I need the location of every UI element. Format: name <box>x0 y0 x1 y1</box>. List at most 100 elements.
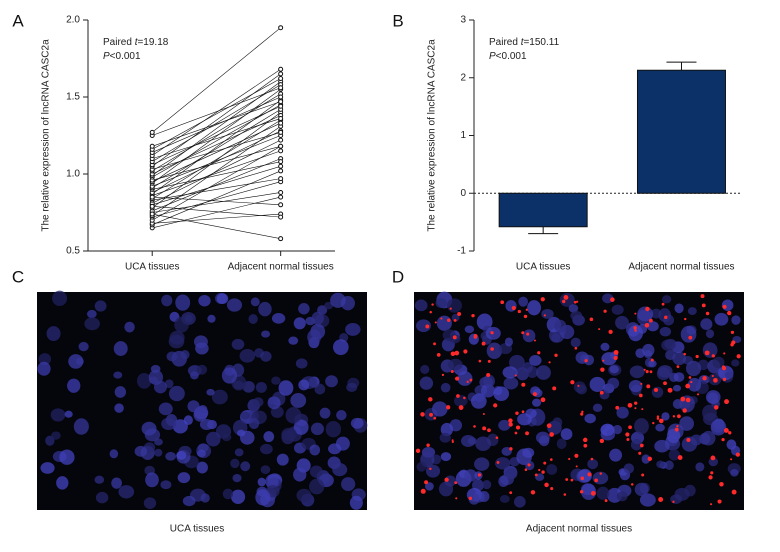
nucleus <box>482 479 492 490</box>
signal-dot <box>482 426 487 431</box>
nucleus <box>673 372 685 382</box>
nucleus <box>710 419 727 436</box>
nucleus <box>111 477 122 489</box>
nucleus <box>288 336 299 345</box>
signal-dot <box>495 436 499 440</box>
point <box>278 116 284 122</box>
signal-dot <box>526 332 530 336</box>
signal-dot <box>420 412 425 417</box>
pair-line <box>152 130 281 193</box>
signal-dot <box>643 368 646 371</box>
pair-line <box>152 87 281 136</box>
pair-line <box>152 158 281 212</box>
nucleus <box>40 462 55 474</box>
nucleus <box>166 351 178 362</box>
signal-dot <box>537 351 541 355</box>
nucleus <box>670 494 683 505</box>
signal-dot <box>540 297 545 302</box>
y-tick-label: 0 <box>460 188 466 199</box>
nucleus <box>600 342 610 352</box>
signal-dot <box>429 467 432 471</box>
nucleus <box>221 433 232 442</box>
pair-line <box>152 150 281 196</box>
signal-dot <box>530 490 536 495</box>
signal-dot <box>490 347 494 351</box>
pair-line <box>152 145 281 181</box>
nucleus <box>724 371 734 379</box>
point <box>149 211 155 217</box>
signal-dot <box>454 350 460 356</box>
nucleus <box>687 307 697 316</box>
signal-dot <box>685 383 691 389</box>
signal-dot <box>487 359 491 363</box>
point <box>278 85 284 91</box>
nucleus <box>559 292 575 307</box>
signal-dot <box>688 335 693 340</box>
nucleus <box>68 354 84 369</box>
nucleus <box>690 434 703 446</box>
nucleus <box>211 389 228 405</box>
nucleus <box>486 342 503 359</box>
y-tick-label: -1 <box>457 246 466 257</box>
nucleus <box>314 383 326 395</box>
signal-dot <box>509 491 513 495</box>
signal-dot <box>589 317 594 322</box>
nucleus <box>78 341 89 352</box>
annotation-part: =150.11 <box>523 37 559 48</box>
nucleus <box>457 371 473 386</box>
signal-dot <box>730 458 733 461</box>
nucleus <box>168 385 185 402</box>
nucleus <box>293 419 309 435</box>
nucleus <box>648 359 657 368</box>
nucleus <box>503 377 519 390</box>
signal-dot <box>425 324 430 329</box>
annotation-part: <0.001 <box>110 51 141 62</box>
annotation: P<0.001 <box>103 51 141 62</box>
nucleus <box>172 419 188 434</box>
signal-dot <box>608 329 613 335</box>
image-caption: UCA tissues <box>170 524 224 535</box>
signal-dot <box>541 470 545 474</box>
nucleus <box>468 493 480 505</box>
bar <box>636 69 726 194</box>
nucleus <box>184 314 193 323</box>
pair-line <box>152 78 281 150</box>
nucleus <box>341 477 356 492</box>
nucleus <box>336 409 347 421</box>
signal-dot <box>452 335 457 340</box>
pair-line <box>152 206 281 218</box>
annotation-part: P <box>103 51 110 62</box>
signal-dot <box>682 408 687 413</box>
signal-dot <box>599 472 603 475</box>
pair-line <box>152 27 281 133</box>
nucleus <box>679 416 695 431</box>
signal-dot <box>433 342 436 346</box>
nucleus <box>499 494 510 503</box>
nucleus <box>435 298 447 309</box>
signal-dot <box>728 431 732 435</box>
nucleus <box>51 431 61 440</box>
nucleus <box>114 403 124 413</box>
nucleus <box>509 354 525 371</box>
nucleus <box>271 313 286 324</box>
signal-dot <box>731 489 737 495</box>
nucleus <box>587 458 599 470</box>
signal-dot <box>486 372 491 377</box>
point <box>278 76 284 82</box>
nucleus <box>118 485 135 499</box>
pair-line <box>152 109 281 189</box>
annotation-part: t <box>521 37 525 48</box>
signal-dot <box>650 358 654 362</box>
image-caption: Adjacent normal tissues <box>526 524 632 535</box>
nucleus <box>712 356 725 369</box>
signal-dot <box>463 349 468 354</box>
nucleus <box>199 419 214 431</box>
signal-dot <box>521 410 525 414</box>
nucleus <box>502 366 518 379</box>
signal-dot <box>649 370 653 374</box>
signal-dot <box>711 374 714 378</box>
nucleus <box>177 472 191 484</box>
nucleus <box>175 294 191 311</box>
signal-dot <box>433 416 437 420</box>
